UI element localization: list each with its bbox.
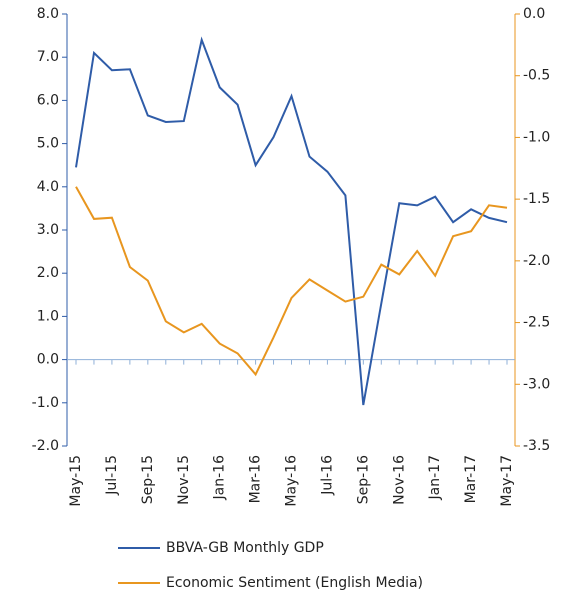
y-tick-label: 2.0 (37, 265, 59, 281)
legend-label: Economic Sentiment (English Media) (166, 575, 423, 591)
x-tick-label: Jul-16 (319, 455, 335, 496)
x-tick-label: Jan-16 (212, 455, 228, 501)
y-tick-label: 4.0 (37, 179, 59, 195)
y-tick-label: 6.0 (37, 92, 59, 108)
y-tick-label: 3.0 (37, 222, 59, 238)
y-tick-label: 5.0 (37, 136, 59, 152)
y2-tick-label: -0.5 (523, 68, 550, 84)
y-tick-label: 0.0 (37, 352, 59, 368)
y2-tick-label: -2.5 (523, 315, 550, 331)
x-tick-label: May-16 (284, 455, 300, 507)
x-tick-label: Sep-15 (140, 455, 156, 504)
x-tick-label: May-15 (68, 455, 84, 507)
y2-tick-label: -2.0 (523, 253, 550, 269)
y-tick-label: 7.0 (37, 49, 59, 65)
x-tick-label: Nov-15 (176, 455, 192, 505)
y-tick-label: -2.0 (32, 438, 59, 454)
x-tick-label: Nov-16 (391, 455, 407, 505)
y2-tick-label: -3.5 (523, 438, 550, 454)
y2-tick-label: -1.0 (523, 129, 550, 145)
x-tick-label: Jul-15 (104, 455, 120, 496)
x-tick-label: Mar-17 (463, 455, 479, 503)
y2-tick-label: -1.5 (523, 191, 550, 207)
legend-label: BBVA-GB Monthly GDP (166, 540, 324, 556)
series-line (75, 36, 508, 406)
x-tick-label: May-17 (499, 455, 515, 507)
x-tick-label: Jan-17 (427, 455, 443, 500)
series-line (75, 186, 508, 377)
y-tick-label: 8.0 (37, 6, 59, 22)
y2-tick-label: -3.0 (523, 376, 550, 392)
y2-tick-label: 0.0 (523, 6, 545, 22)
x-tick-label: Mar-16 (248, 455, 264, 503)
y-tick-label: 1.0 (37, 308, 59, 324)
x-tick-label: Sep-16 (355, 455, 371, 504)
y-tick-label: -1.0 (32, 395, 59, 411)
